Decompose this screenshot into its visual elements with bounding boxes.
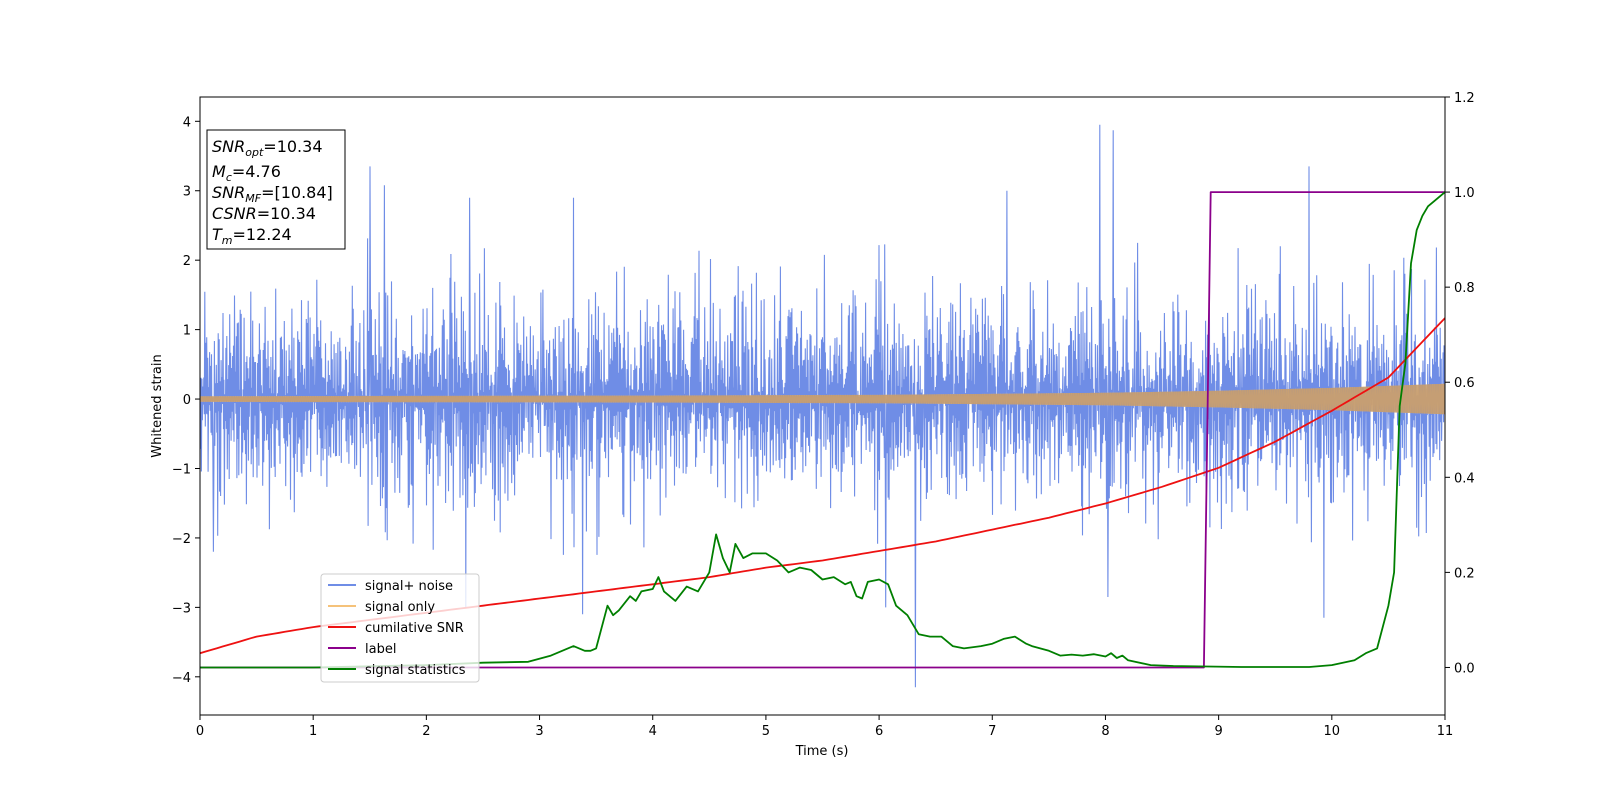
legend-label-cumulative-snr: cumilative SNR — [365, 621, 464, 636]
x-axis-label: Time (s) — [795, 744, 849, 759]
y2-tick-label: 1.2 — [1454, 91, 1475, 106]
y-tick-label: −1 — [172, 462, 191, 477]
x-tick-label: 4 — [649, 724, 657, 739]
y-tick-label: 1 — [183, 324, 191, 339]
y-axis-right: 0.0 0.2 0.4 0.6 0.8 1.0 1.2 — [1445, 91, 1475, 676]
info-mc: Mc=4.76 — [212, 162, 281, 184]
legend-label-label: label — [365, 642, 396, 657]
x-tick-label: 10 — [1324, 724, 1341, 739]
x-axis: 0 1 2 3 4 5 6 7 8 9 10 11 — [196, 715, 1453, 739]
info-snr-opt: SNRopt=10.34 — [212, 137, 323, 159]
label-line — [200, 191, 1445, 669]
x-tick-label: 3 — [535, 724, 543, 739]
y2-tick-label: 0.6 — [1454, 376, 1475, 391]
y-tick-label: −4 — [172, 671, 191, 686]
y2-tick-label: 0.4 — [1454, 471, 1475, 486]
y2-tick-label: 0.2 — [1454, 566, 1475, 581]
info-csnr: CSNR=10.34 — [212, 204, 316, 223]
x-tick-label: 6 — [875, 724, 883, 739]
info-snr-mf: SNRMF=[10.84] — [212, 183, 333, 205]
y-tick-label: 0 — [183, 393, 191, 408]
signal-noise-line — [200, 124, 1445, 688]
info-box: SNRopt=10.34 Mc=4.76 SNRMF=[10.84] CSNR=… — [206, 129, 346, 250]
y-tick-label: 4 — [183, 115, 191, 130]
x-tick-label: 7 — [988, 724, 996, 739]
y-tick-label: −3 — [172, 601, 191, 616]
y2-tick-label: 1.0 — [1454, 186, 1475, 201]
y-axis-left: −4 −3 −2 −1 0 1 2 3 4 — [172, 115, 200, 686]
x-tick-label: 9 — [1214, 724, 1222, 739]
x-tick-label: 8 — [1101, 724, 1109, 739]
x-tick-label: 5 — [762, 724, 770, 739]
signal-only-band — [200, 383, 1445, 415]
plot-frame — [199, 96, 1446, 716]
y-tick-label: 2 — [183, 254, 191, 269]
y-tick-label: −2 — [172, 532, 191, 547]
legend-label-signal-statistics: signal statistics — [365, 663, 466, 678]
x-tick-label: 11 — [1437, 724, 1454, 739]
y2-tick-label: 0.0 — [1454, 661, 1475, 676]
legend-label-signal-only: signal only — [365, 600, 435, 615]
x-tick-label: 2 — [422, 724, 430, 739]
info-tm: Tm=12.24 — [212, 225, 292, 247]
signal-statistics-line — [200, 191, 1445, 669]
legend-label-signal-noise: signal+ noise — [365, 579, 453, 594]
signal-only-series — [200, 383, 1445, 415]
y-tick-label: 3 — [183, 185, 191, 200]
legend: signal+ noise signal only cumilative SNR… — [320, 573, 480, 683]
x-tick-label: 1 — [309, 724, 317, 739]
signal-noise-series — [200, 124, 1445, 688]
x-tick-label: 0 — [196, 724, 204, 739]
y-axis-label: Whitened strain — [150, 354, 165, 457]
y2-tick-label: 0.8 — [1454, 281, 1475, 296]
